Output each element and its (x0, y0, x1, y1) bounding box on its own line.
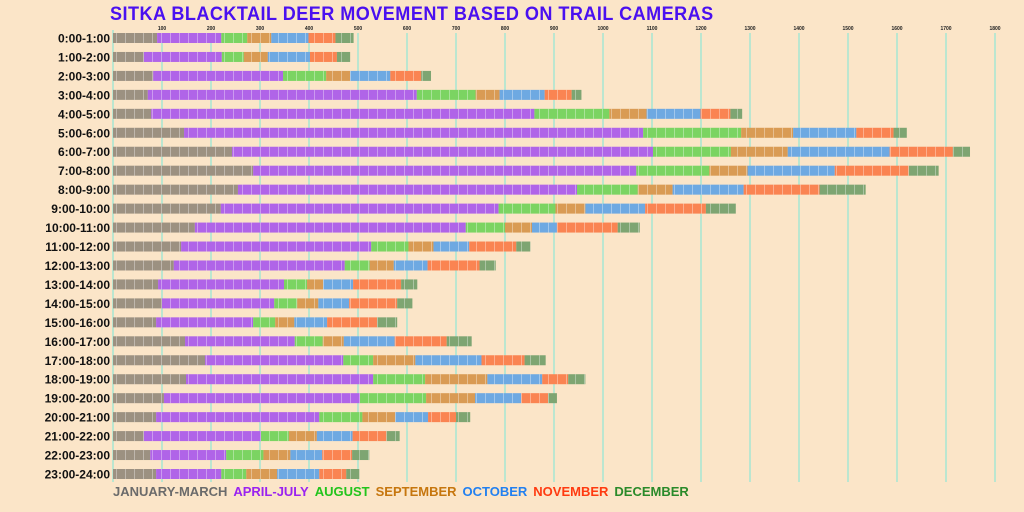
y-category-label: 22:00-23:00 (45, 449, 111, 463)
bar-segment-lines (113, 336, 472, 347)
y-category-label: 5:00-6:00 (58, 126, 110, 140)
y-category-label: 0:00-1:00 (58, 32, 110, 46)
legend-item-october: OCTOBER (462, 484, 528, 499)
y-category-label: 2:00-3:00 (58, 69, 110, 83)
x-tick-label: 1300 (744, 26, 755, 32)
bar-segment-lines (113, 146, 971, 157)
bar-segment-lines (113, 393, 557, 404)
y-category-label: 11:00-12:00 (45, 240, 110, 254)
y-category-label: 7:00-8:00 (58, 164, 110, 178)
x-tick-label: 1700 (940, 26, 951, 32)
bar-segment-lines (113, 412, 471, 423)
bar-segment-lines (113, 279, 418, 290)
x-tick-label: 1000 (597, 26, 608, 32)
legend-item-december: DECEMBER (614, 484, 689, 499)
y-category-label: 6:00-7:00 (58, 145, 110, 159)
bar-segment-lines (113, 108, 743, 119)
y-category-label: 15:00-16:00 (45, 316, 111, 330)
legend: JANUARY-MARCH APRIL-JULY AUGUST SEPTEMBER OC… (113, 484, 695, 499)
x-tick-label: 800 (501, 26, 510, 32)
y-category-label: 20:00-21:00 (45, 411, 111, 425)
bar-segment-lines (113, 241, 531, 252)
y-category-label: 13:00-14:00 (45, 278, 111, 292)
x-tick-label: 400 (305, 26, 314, 32)
bar-segment-lines (113, 374, 586, 385)
legend-item-april-july: APRIL-JULY (233, 484, 309, 499)
x-tick-label: 500 (354, 26, 363, 32)
legend-item-november: NOVEMBER (533, 484, 609, 499)
x-tick-label: 1400 (793, 26, 804, 32)
chart-title: SITKA BLACKTAIL DEER MOVEMENT BASED ON T… (110, 4, 714, 25)
x-tick-label: 900 (550, 26, 559, 32)
x-tick-label: 300 (256, 26, 265, 32)
y-category-label: 16:00-17:00 (45, 335, 111, 349)
x-tick-label: 1500 (842, 26, 853, 32)
y-category-label: 4:00-5:00 (58, 107, 110, 121)
x-tick-label: 600 (403, 26, 412, 32)
y-category-label: 14:00-15:00 (45, 297, 111, 311)
bar-segment-lines (113, 89, 582, 100)
x-tick-label: 1100 (647, 26, 658, 32)
y-category-label: 19:00-20:00 (45, 392, 111, 406)
y-category-label: 3:00-4:00 (58, 88, 110, 102)
bar-segment-lines (113, 203, 736, 214)
bar-segment-lines (113, 355, 546, 366)
y-category-label: 9:00-10:00 (51, 202, 110, 216)
bar-segment-lines (113, 431, 400, 442)
bar-segment-lines (113, 298, 413, 309)
x-tick-label: 700 (452, 26, 461, 32)
y-category-label: 1:00-2:00 (58, 50, 110, 64)
y-category-label: 10:00-11:00 (45, 221, 110, 235)
bar-segment-lines (113, 317, 398, 328)
bar-segment-lines (113, 184, 866, 195)
x-tick-label: 1800 (989, 26, 1000, 32)
x-tick-label: 1600 (891, 26, 902, 32)
y-category-label: 21:00-22:00 (45, 430, 111, 444)
x-tick-label: 200 (207, 26, 216, 32)
bar-segment-lines (113, 165, 939, 176)
bar-segment-lines (113, 260, 496, 271)
bar-segment-lines (113, 222, 640, 233)
y-category-label: 8:00-9:00 (58, 183, 110, 197)
bar-segment-lines (113, 51, 351, 62)
y-category-label: 17:00-18:00 (45, 354, 111, 368)
legend-item-september: SEPTEMBER (375, 484, 457, 499)
bar-segment-lines (113, 33, 354, 43)
legend-item-january-march: JANUARY-MARCH (113, 484, 228, 499)
legend-item-august: AUGUST (314, 484, 370, 499)
bar-segment-lines (113, 450, 370, 461)
bar-segment-lines (113, 469, 360, 479)
y-category-label: 23:00-24:00 (45, 468, 111, 482)
y-category-label: 18:00-19:00 (45, 373, 111, 387)
x-tick-label: 100 (158, 26, 167, 32)
bar-segment-lines (113, 127, 907, 138)
y-category-label: 12:00-13:00 (45, 259, 111, 273)
x-tick-label: 1200 (695, 26, 706, 32)
bar-segment-lines (113, 70, 432, 81)
